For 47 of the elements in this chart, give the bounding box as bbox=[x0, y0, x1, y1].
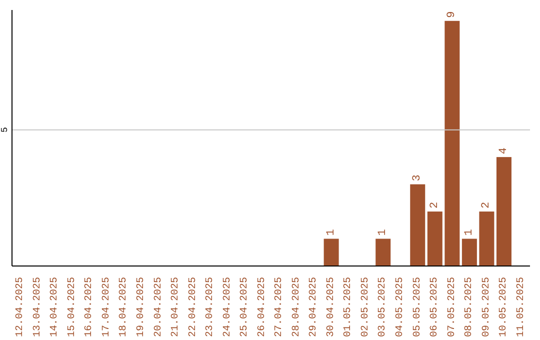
x-tick-label: 03.05.2025 bbox=[378, 277, 389, 338]
x-tick-label: 26.04.2025 bbox=[256, 277, 268, 338]
data-label: 1 bbox=[325, 228, 338, 236]
x-tick-label: 13.04.2025 bbox=[32, 277, 44, 338]
x-tick-label: 25.04.2025 bbox=[240, 277, 251, 338]
bar bbox=[376, 238, 391, 266]
x-tick-label: 16.04.2025 bbox=[84, 277, 96, 338]
data-label: 4 bbox=[498, 147, 510, 154]
x-tick-label: 24.04.2025 bbox=[222, 277, 234, 338]
x-tick-label: 05.05.2025 bbox=[412, 277, 424, 338]
y-tick-label: 5 bbox=[0, 127, 10, 133]
bar bbox=[462, 238, 477, 266]
x-tick-label: 06.05.2025 bbox=[430, 277, 441, 338]
x-tick-label: 19.04.2025 bbox=[136, 277, 147, 338]
bar bbox=[479, 212, 494, 266]
x-tick-label: 22.04.2025 bbox=[188, 277, 199, 338]
data-label: 2 bbox=[480, 202, 493, 209]
x-tick-label: 27.04.2025 bbox=[274, 277, 286, 338]
x-tick-label: 14.04.2025 bbox=[50, 277, 61, 338]
x-tick-label: 15.04.2025 bbox=[66, 277, 78, 338]
data-label: 1 bbox=[463, 228, 476, 236]
x-tick-label: 04.05.2025 bbox=[395, 277, 406, 338]
data-label: 2 bbox=[428, 202, 441, 209]
x-tick-label: 10.05.2025 bbox=[498, 277, 510, 338]
x-tick-label: 11.05.2025 bbox=[516, 277, 527, 338]
x-tick-label: 23.04.2025 bbox=[205, 277, 216, 338]
x-tick-label: 18.04.2025 bbox=[118, 277, 130, 338]
x-tick-label: 17.04.2025 bbox=[101, 277, 112, 338]
data-label: 9 bbox=[446, 11, 458, 18]
x-tick-label: 02.05.2025 bbox=[360, 277, 372, 338]
bar bbox=[496, 157, 512, 266]
bar bbox=[444, 20, 460, 266]
x-tick-label: 21.04.2025 bbox=[170, 277, 182, 338]
x-tick-label: 29.04.2025 bbox=[308, 277, 320, 338]
x-tick-label: 20.04.2025 bbox=[153, 277, 164, 338]
bar bbox=[324, 238, 339, 266]
x-tick-label: 07.05.2025 bbox=[446, 277, 458, 338]
x-tick-label: 12.04.2025 bbox=[15, 277, 26, 338]
bar bbox=[427, 212, 442, 266]
x-tick-label: 28.04.2025 bbox=[291, 277, 302, 338]
x-tick-label: 30.04.2025 bbox=[326, 277, 337, 338]
x-tick-label: 09.05.2025 bbox=[481, 277, 492, 338]
data-label: 3 bbox=[412, 174, 424, 182]
data-label: 1 bbox=[377, 228, 390, 236]
x-tick-label: 08.05.2025 bbox=[464, 277, 476, 338]
x-tick-label: 01.05.2025 bbox=[343, 277, 354, 338]
bar bbox=[410, 184, 426, 266]
